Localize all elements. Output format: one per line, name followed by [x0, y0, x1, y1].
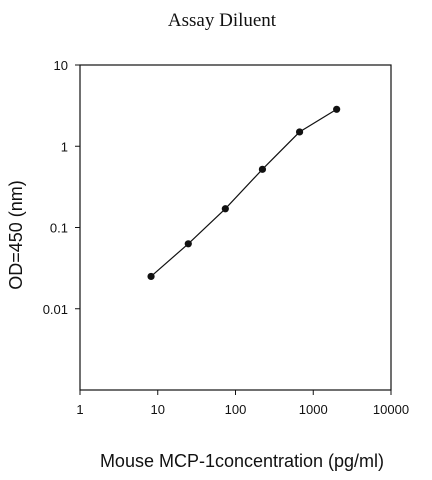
x-tick-label: 10: [151, 402, 165, 417]
data-point: [184, 240, 192, 248]
plot-frame: [79, 64, 392, 391]
x-tick-label: 100: [225, 402, 247, 417]
chart-title: Assay Diluent: [168, 10, 277, 31]
data-series: [147, 105, 341, 281]
series-line: [150, 108, 338, 277]
x-tick-label: 10000: [373, 402, 409, 417]
data-point: [258, 165, 267, 173]
data-point: [333, 105, 341, 113]
x-axis: 1 10 100 1000 10000: [76, 390, 409, 417]
y-tick-label: 1: [61, 139, 68, 154]
x-axis-label: Mouse MCP-1concentration (pg/ml): [100, 451, 384, 471]
y-tick-label: 0.1: [50, 221, 68, 236]
y-tick-label: 0.01: [43, 302, 68, 317]
data-point: [147, 272, 155, 281]
y-axis: 0.01 0.1 1 10: [43, 58, 80, 317]
data-point: [295, 128, 304, 136]
x-tick-label: 1: [76, 402, 83, 417]
data-point: [221, 205, 229, 213]
x-tick-label: 1000: [299, 402, 328, 417]
y-axis-label: OD=450 (nm): [6, 180, 26, 290]
y-tick-label: 10: [54, 58, 68, 73]
